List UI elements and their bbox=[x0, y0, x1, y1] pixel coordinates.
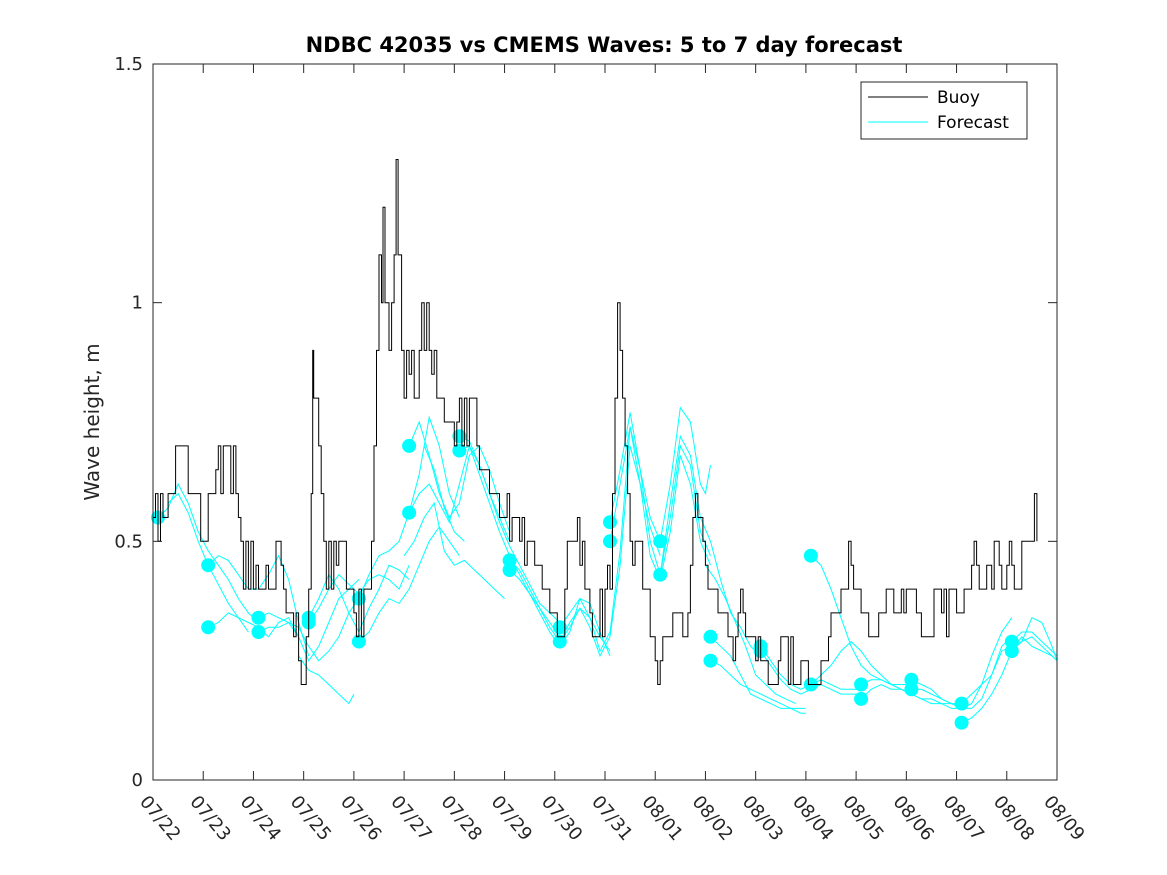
forecast-start-marker bbox=[653, 534, 668, 549]
forecast-layer bbox=[151, 406, 1058, 730]
forecast-line bbox=[1011, 636, 1058, 662]
forecast-line bbox=[1011, 631, 1058, 657]
plot-area bbox=[153, 64, 1057, 780]
forecast-start-marker bbox=[402, 505, 417, 520]
buoy-layer bbox=[153, 159, 1038, 685]
forecast-line bbox=[358, 526, 460, 642]
forecast-start-marker bbox=[452, 429, 467, 444]
forecast-start-marker bbox=[653, 567, 668, 582]
y-tick-label: 1 bbox=[132, 293, 143, 314]
forecast-line bbox=[258, 598, 360, 662]
buoy-line bbox=[153, 159, 1038, 685]
forecast-start-marker bbox=[251, 625, 266, 639]
legend-forecast-label: Forecast bbox=[937, 113, 1009, 133]
forecast-start-marker bbox=[552, 634, 567, 649]
forecast-start-marker bbox=[603, 534, 617, 549]
forecast-start-marker bbox=[954, 715, 969, 730]
forecast-start-marker bbox=[703, 629, 718, 644]
forecast-line bbox=[157, 482, 259, 623]
forecast-start-marker bbox=[904, 682, 919, 697]
forecast-start-marker bbox=[954, 696, 969, 711]
forecast-start-marker bbox=[803, 548, 818, 563]
forecast-line bbox=[810, 555, 912, 685]
y-tick-label: 0 bbox=[132, 770, 143, 791]
legend: Buoy Forecast bbox=[860, 81, 1028, 140]
forecast-line bbox=[408, 444, 511, 542]
forecast-start-marker bbox=[603, 515, 617, 530]
y-tick-label: 0.5 bbox=[114, 531, 143, 552]
y-axis-label: Wave height, m bbox=[80, 343, 104, 500]
forecast-line bbox=[659, 434, 762, 657]
forecast-line bbox=[559, 445, 661, 658]
forecast-start-marker bbox=[502, 553, 517, 568]
forecast-line bbox=[403, 501, 505, 599]
forecast-start-marker bbox=[854, 677, 869, 692]
forecast-line bbox=[408, 420, 511, 532]
forecast-line bbox=[659, 406, 711, 542]
forecast-line bbox=[258, 579, 360, 662]
forecast-start-marker bbox=[402, 438, 417, 453]
forecast-line bbox=[710, 636, 806, 709]
forecast-line bbox=[704, 564, 797, 705]
forecast-start-marker bbox=[552, 620, 567, 635]
forecast-line bbox=[710, 660, 806, 714]
forecast-line bbox=[423, 445, 465, 542]
forecast-line bbox=[298, 655, 355, 705]
forecast-start-marker bbox=[201, 558, 216, 573]
chart-title: NDBC 42035 vs CMEMS Waves: 5 to 7 day fo… bbox=[306, 33, 903, 57]
y-tick-label: 1.5 bbox=[114, 54, 143, 75]
forecast-start-marker bbox=[251, 610, 266, 625]
forecast-start-marker bbox=[703, 653, 718, 668]
forecast-line bbox=[459, 435, 561, 623]
forecast-start-marker bbox=[1004, 644, 1019, 659]
legend-buoy-label: Buoy bbox=[937, 88, 980, 108]
y-axis-ticks: 0 0.5 1 1.5 bbox=[114, 54, 1057, 791]
forecast-start-marker bbox=[351, 634, 366, 649]
forecast-start-marker bbox=[854, 691, 869, 706]
forecast-start-marker bbox=[502, 563, 517, 577]
forecast-start-marker bbox=[201, 620, 216, 635]
forecast-line bbox=[559, 426, 661, 653]
legend-box bbox=[860, 81, 1028, 140]
forecast-start-marker bbox=[452, 443, 467, 458]
